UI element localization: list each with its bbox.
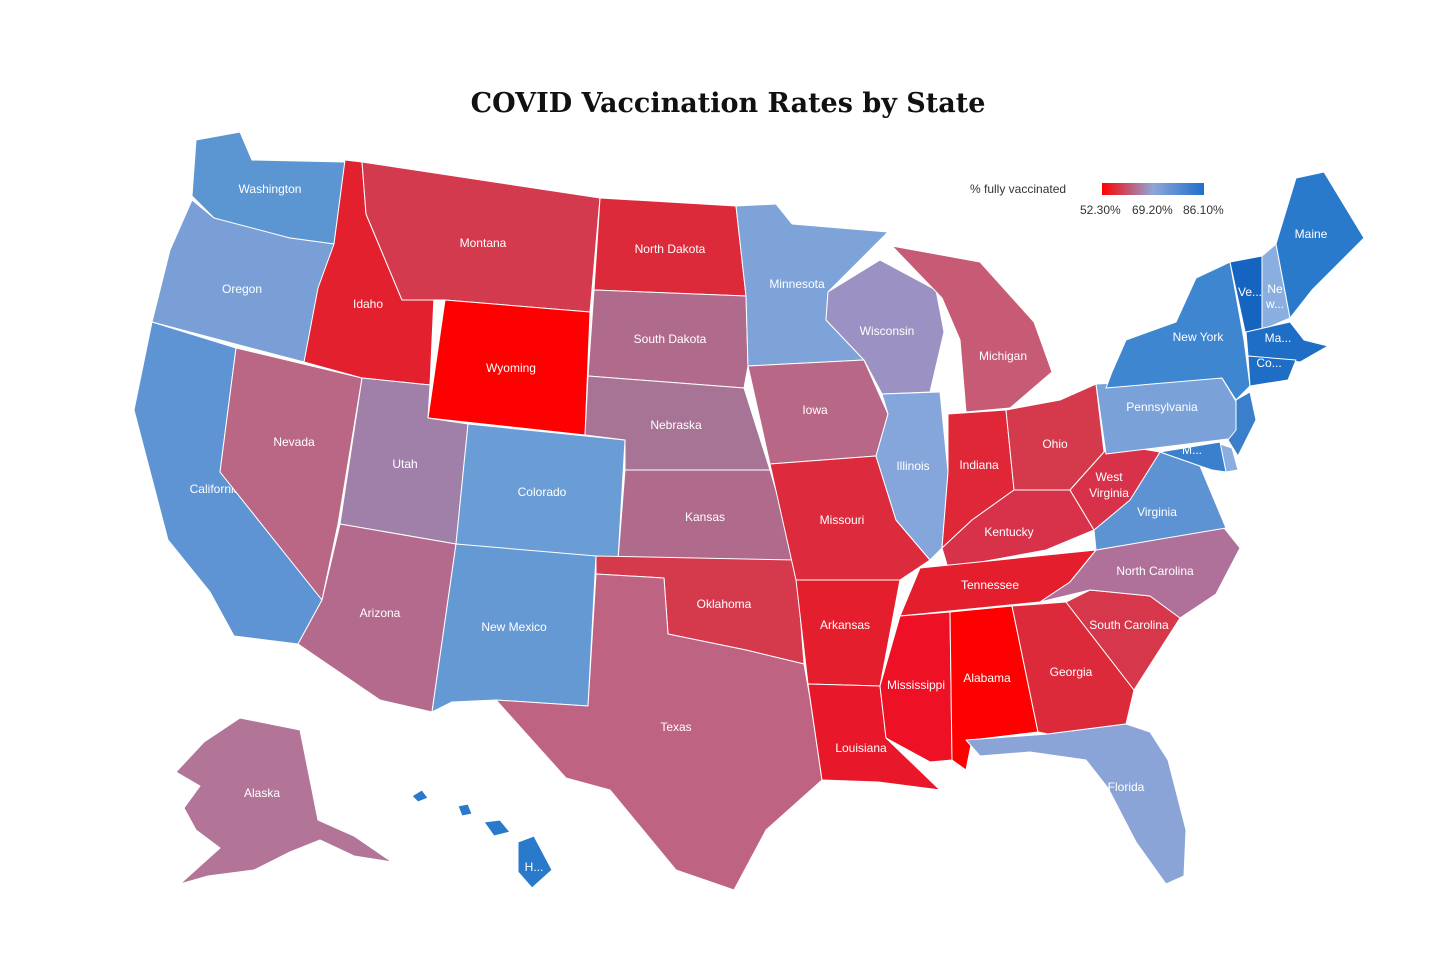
state-alaska[interactable]: Alaska <box>175 717 393 885</box>
state-south-dakota[interactable]: South Dakota <box>587 289 749 389</box>
state-colorado[interactable]: Colorado <box>455 423 626 561</box>
state-maine[interactable]: Maine <box>1275 171 1365 319</box>
state-north-dakota[interactable]: North Dakota <box>593 197 747 297</box>
state-florida[interactable]: Florida <box>965 723 1187 885</box>
state-hawaii[interactable]: H... <box>411 789 553 889</box>
state-new-mexico[interactable]: New Mexico <box>431 543 597 713</box>
state-montana[interactable]: Montana <box>361 161 601 313</box>
state-connecticut[interactable]: Co... <box>1247 355 1297 387</box>
legend-mid-label: 69.20% <box>1132 203 1173 217</box>
state-new-york[interactable]: New York <box>1105 261 1251 401</box>
map-title: COVID Vaccination Rates by State <box>470 88 986 119</box>
legend-max-label: 86.10% <box>1183 203 1224 217</box>
state-new-jersey[interactable] <box>1227 391 1257 457</box>
state-mississippi[interactable]: Mississippi <box>879 611 953 763</box>
state-iowa[interactable]: Iowa <box>747 359 889 465</box>
state-kansas[interactable]: Kansas <box>617 469 797 561</box>
legend-title: % fully vaccinated <box>970 182 1067 196</box>
legend-color-scale <box>1102 183 1204 195</box>
state-wyoming[interactable]: Wyoming <box>427 299 591 436</box>
legend-min-label: 52.30% <box>1080 203 1121 217</box>
